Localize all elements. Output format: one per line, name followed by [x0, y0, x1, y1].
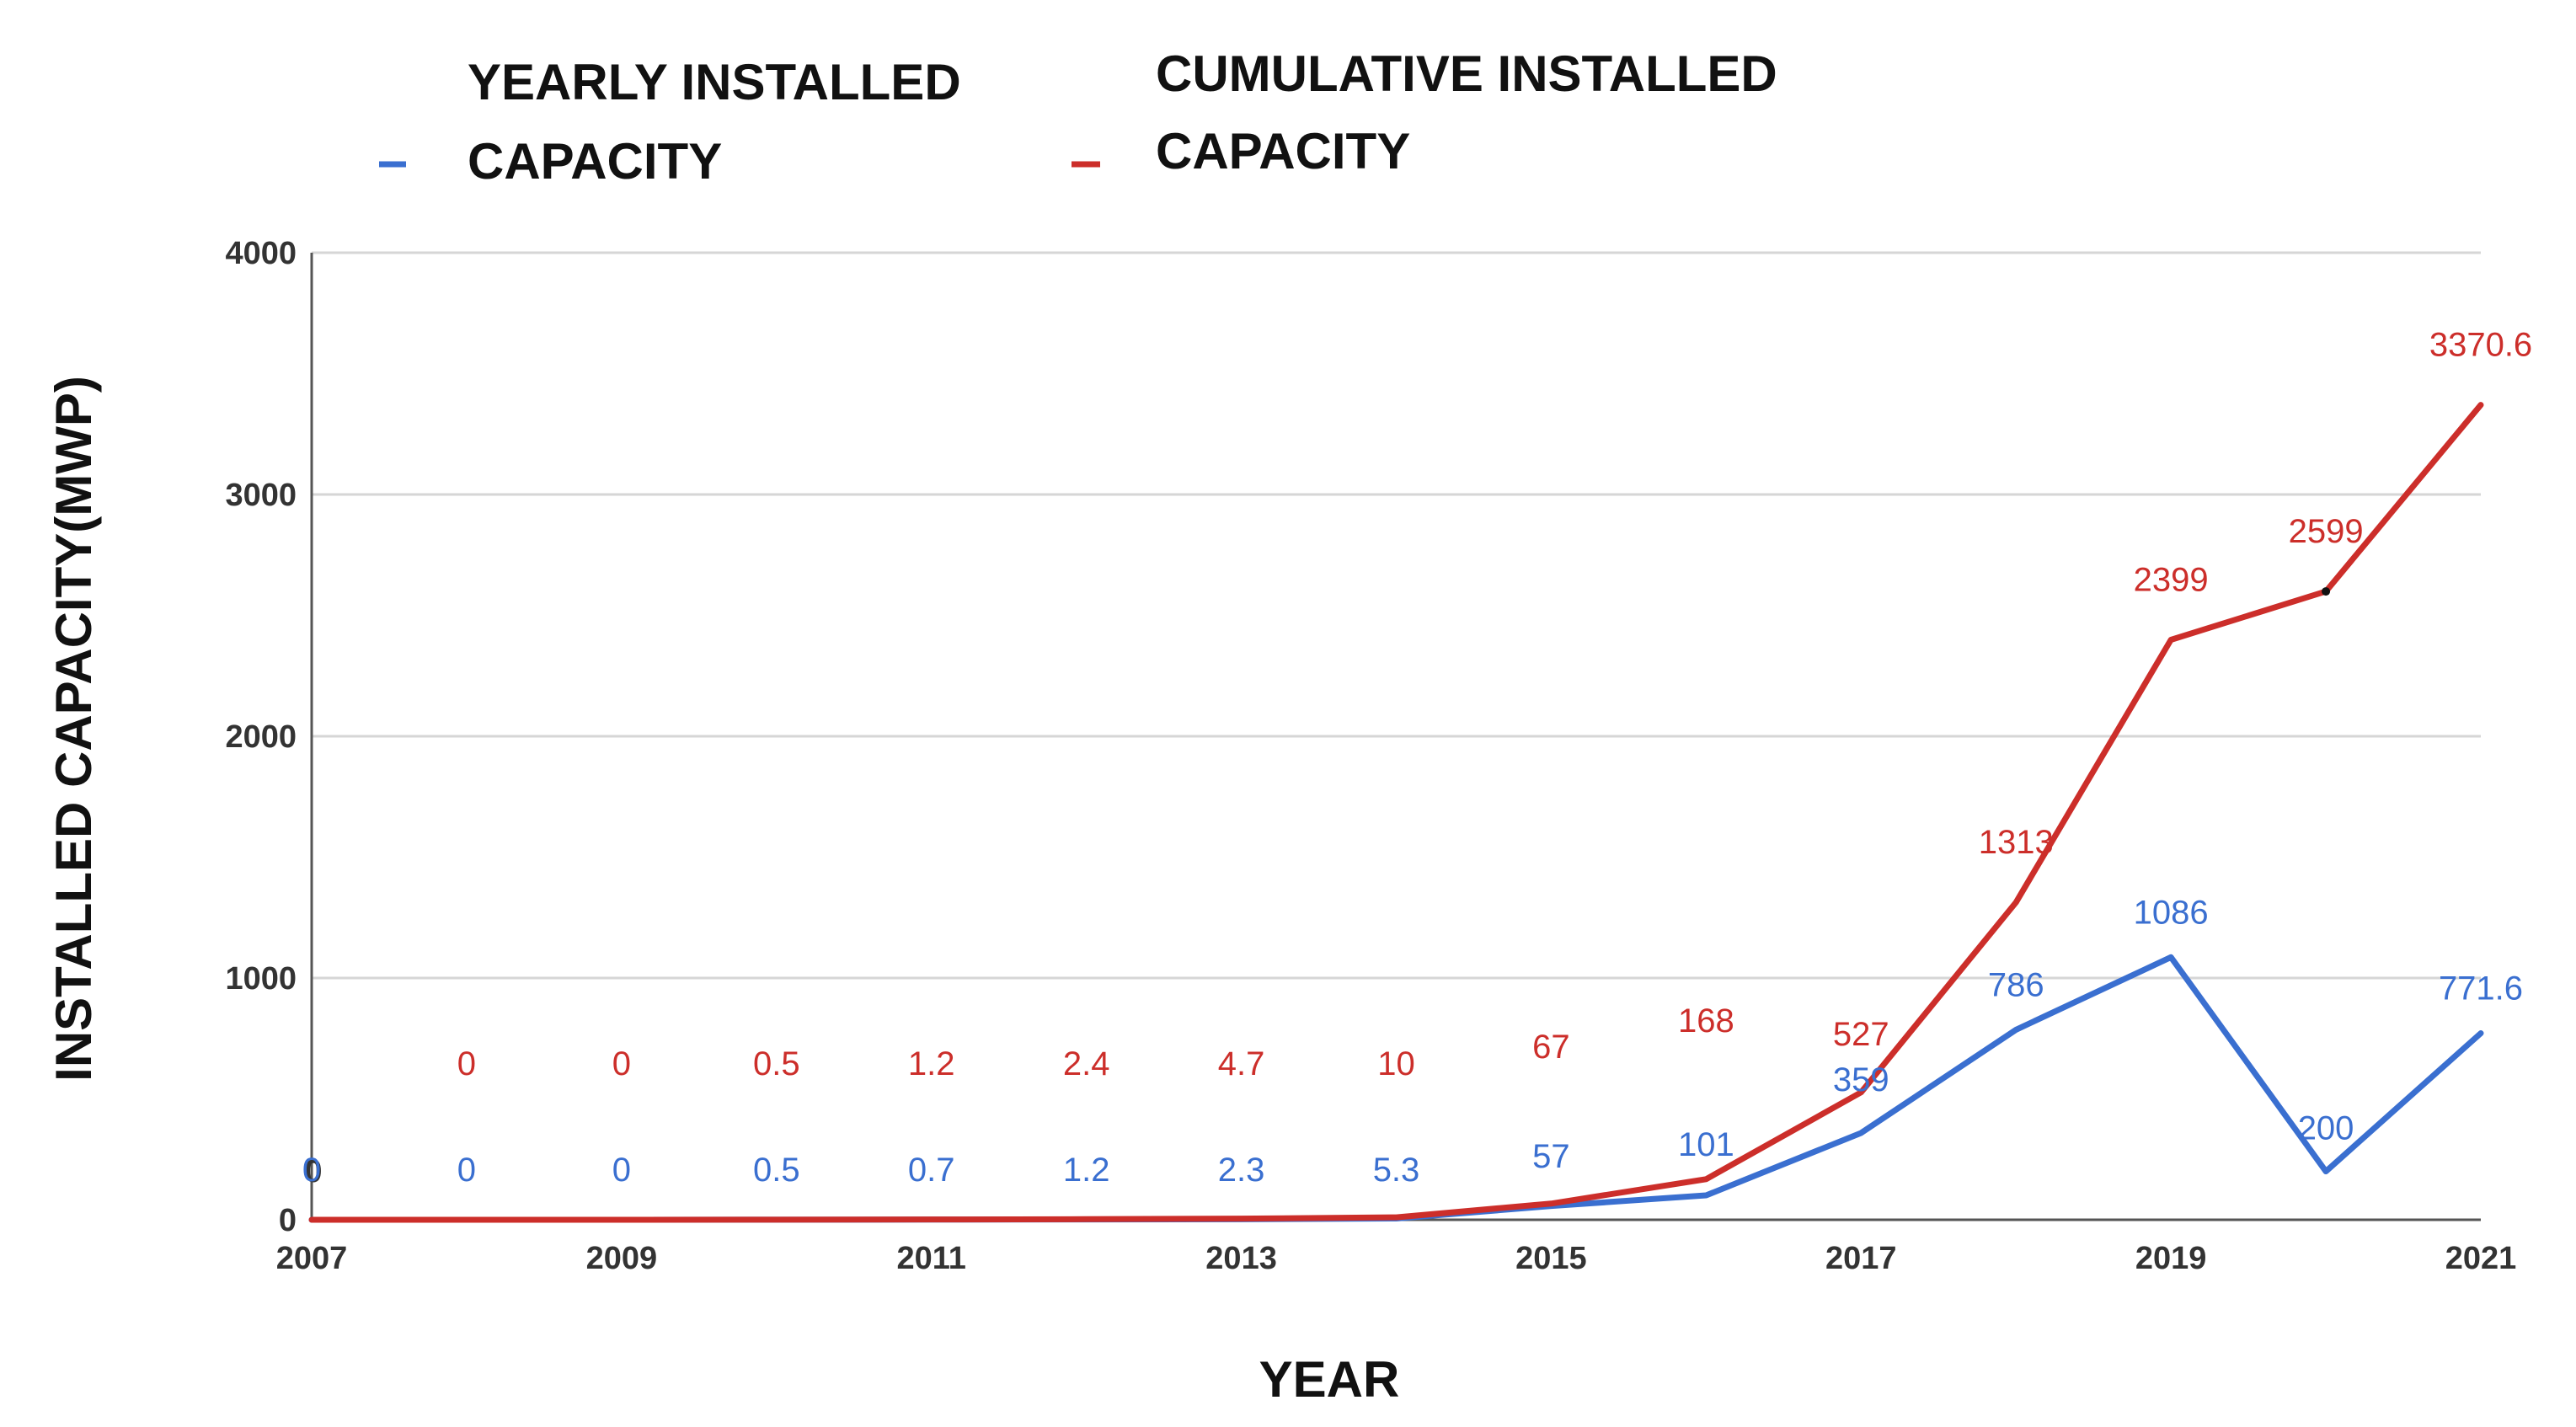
data-label-yearly-2021: 771.6: [2439, 970, 2523, 1007]
data-label-cumulative-2021: 3370.6: [2429, 327, 2532, 364]
x-tick-label: 2015: [1515, 1241, 1587, 1276]
legend-item-cumulative: CUMULATIVE INSTALLED CAPACITY: [1072, 45, 1777, 179]
legend-label-cumulative-line1: CUMULATIVE INSTALLED: [1156, 45, 1777, 102]
data-label-cumulative-2020: 2599: [2289, 513, 2364, 550]
data-label-cumulative-2013: 4.7: [1218, 1045, 1265, 1082]
data-label-yearly-2019: 1086: [2134, 894, 2209, 931]
data-label-cumulative-2012: 2.4: [1063, 1045, 1110, 1082]
data-label-yearly-2015: 57: [1532, 1138, 1570, 1175]
legend-item-yearly: YEARLY INSTALLED CAPACITY: [379, 54, 961, 190]
y-tick-label: 4000: [225, 236, 297, 271]
data-label-yearly-2007: 0: [302, 1152, 321, 1189]
x-tick-label: 2007: [276, 1241, 348, 1276]
data-label-cumulative-2015: 67: [1532, 1029, 1570, 1066]
legend: YEARLY INSTALLED CAPACITY CUMULATIVE INS…: [379, 45, 1777, 190]
x-tick-label: 2011: [896, 1241, 965, 1276]
legend-label-cumulative-line2: CAPACITY: [1156, 123, 1410, 179]
data-label-cumulative-2010: 0.5: [753, 1045, 800, 1082]
data-label-yearly-2020: 200: [2298, 1110, 2354, 1147]
data-label-cumulative-2008: 0: [457, 1045, 476, 1082]
x-tick-label: 2009: [586, 1241, 658, 1276]
x-tick-label: 2021: [2445, 1241, 2517, 1276]
data-label-cumulative-2016: 168: [1678, 1002, 1734, 1040]
origin-zero-label: 0: [304, 1154, 322, 1189]
y-tick-label: 1000: [225, 961, 297, 997]
data-label-cumulative-2011: 1.2: [908, 1045, 955, 1082]
point-marker-2020: [2322, 587, 2331, 596]
data-label-yearly-2013: 2.3: [1218, 1152, 1265, 1189]
x-axis-title: YEAR: [1259, 1351, 1400, 1408]
label-layer: 0 0 0 0.5 0.7 1.2 2.3 5.3 57 101 359 786 1086 200 771.…: [302, 327, 2532, 1189]
x-tick-label: 2017: [1825, 1241, 1897, 1276]
y-tick-label: 3000: [225, 478, 297, 513]
data-label-yearly-2018: 786: [1988, 966, 2044, 1003]
series-layer: [308, 402, 2484, 1223]
data-label-yearly-2014: 5.3: [1373, 1152, 1420, 1189]
y-tick-label: 2000: [225, 719, 297, 755]
data-label-yearly-2010: 0.5: [753, 1152, 800, 1189]
data-label-yearly-2008: 0: [457, 1152, 476, 1189]
y-axis-title: INSTALLED CAPACITY(MWP): [45, 376, 102, 1082]
data-label-yearly-2009: 0: [612, 1152, 631, 1189]
series-line-cumulative: [308, 402, 2484, 1223]
data-label-yearly-2012: 1.2: [1063, 1152, 1110, 1189]
x-tick-label: 2013: [1205, 1241, 1277, 1276]
data-label-cumulative-2017: 527: [1833, 1016, 1889, 1053]
data-label-cumulative-2018: 1313: [1979, 824, 2054, 861]
data-label-yearly-2017: 359: [1833, 1061, 1889, 1098]
legend-label-yearly-line1: YEARLY INSTALLED: [468, 54, 961, 110]
data-label-cumulative-2009: 0: [612, 1045, 631, 1082]
legend-label-yearly-line2: CAPACITY: [468, 133, 722, 190]
data-label-yearly-2016: 101: [1678, 1126, 1734, 1163]
data-label-yearly-2011: 0.7: [908, 1152, 955, 1189]
grid-layer: [312, 251, 2481, 980]
x-tick-label: 2019: [2135, 1241, 2207, 1276]
data-label-cumulative-2014: 10: [1377, 1045, 1415, 1082]
data-label-cumulative-2019: 2399: [2134, 561, 2209, 598]
y-tick-label: 0: [279, 1203, 297, 1238]
